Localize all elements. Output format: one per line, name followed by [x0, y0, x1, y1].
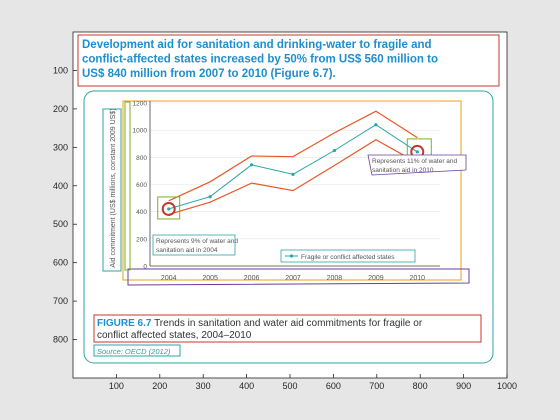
- annotation-2004-line-2: sanitation aid in 2004: [156, 247, 218, 254]
- series-point: [208, 195, 212, 199]
- headline-line-3: US$ 840 million from 2007 to 2010 (Figur…: [82, 68, 336, 80]
- y-axis-box: [124, 101, 131, 271]
- headline-line-2: conflict-affected states increased by 50…: [82, 54, 438, 66]
- outer-x-tick-label: 600: [326, 381, 341, 391]
- caption-text-1: Trends in sanitation and water aid commi…: [151, 318, 422, 329]
- chart-y-tick-label: 0: [143, 264, 147, 271]
- outer-y-tick-label: 600: [53, 258, 68, 268]
- caption-line-1: FIGURE 6.7 Trends in sanitation and wate…: [97, 318, 423, 329]
- caption-figure-label: FIGURE 6.7: [97, 318, 152, 329]
- annotation-2010-box: [367, 154, 467, 176]
- chart-x-tick-label: 2007: [285, 275, 301, 282]
- outer-x-tick-label: 800: [413, 381, 428, 391]
- chart-y-axis-label: Aid commitment (US$ millions, constant 2…: [110, 108, 117, 267]
- start-point-box: [157, 196, 181, 220]
- series-point: [249, 163, 254, 167]
- axes-background: [73, 32, 507, 378]
- chart-x-tick-label: 2006: [244, 275, 260, 282]
- start-point-highlight-circle: [161, 201, 176, 216]
- headline-line-1: Development aid for sanitation and drink…: [82, 39, 432, 51]
- lower-bound-line: [168, 139, 418, 215]
- annotation-2010-line-1: Represents 11% of water and: [372, 158, 458, 165]
- legend-marker: [289, 254, 294, 258]
- series-points: [167, 123, 419, 211]
- source-box: [93, 344, 181, 357]
- outer-x-tick-label: 400: [239, 381, 254, 391]
- series-point: [374, 123, 378, 127]
- upper-bound-line: [168, 110, 418, 202]
- outer-x-axis: 100 200 300 400 500 600 700 800 900 1000: [109, 374, 517, 391]
- caption-box: [93, 314, 482, 343]
- outer-x-tick-label: 100: [109, 381, 124, 391]
- outer-y-tick-label: 200: [53, 104, 68, 114]
- chart-x-tick-label: 2009: [368, 275, 384, 282]
- figure-panel-frame: [83, 90, 494, 364]
- outer-y-tick-label: 500: [53, 219, 68, 229]
- legend-label: Fragile or conflict affected states: [301, 254, 395, 261]
- plot-region-box: [122, 100, 462, 281]
- outer-x-tick-label: 300: [196, 381, 211, 391]
- chart-y-tick-label: 200: [136, 236, 147, 243]
- outer-x-tick-label: 900: [456, 381, 471, 391]
- chart-x-tick-label: 2010: [409, 275, 425, 282]
- chart-y-tick-label: 400: [136, 209, 147, 216]
- outer-y-tick-label: 400: [53, 181, 68, 191]
- source-text: Source: OECD (2012): [97, 347, 171, 356]
- outer-y-tick-label: 800: [53, 335, 68, 345]
- annotation-2010-line-2: sanitation aid in 2010: [372, 167, 434, 174]
- chart-x-tick-label: 2005: [202, 275, 218, 282]
- series-point: [167, 207, 171, 211]
- legend-box: [280, 249, 416, 263]
- series-point: [332, 148, 337, 153]
- xtick-labels-box: [127, 268, 470, 286]
- outer-x-tick-label: 700: [369, 381, 384, 391]
- chart-y-tick-label: 800: [136, 155, 147, 162]
- annotation-2004-line-1: Represents 9% of water and: [156, 238, 238, 245]
- chart-x-tick-label: 2008: [327, 275, 343, 282]
- outer-x-tick-label: 200: [152, 381, 167, 391]
- outer-y-tick-label: 300: [53, 142, 68, 152]
- chart-x-ticks: 2004 2005 2006 2007 2008 2009 2010: [161, 275, 425, 282]
- outer-x-tick-label: 500: [282, 381, 297, 391]
- series-point: [415, 150, 419, 154]
- outer-x-tick-label: 1000: [497, 381, 517, 391]
- chart-y-tick-label: 600: [136, 182, 147, 189]
- outer-y-tick-label: 700: [53, 296, 68, 306]
- chart-y-tick-label: 1200: [133, 101, 148, 108]
- axes-frame: [72, 31, 508, 379]
- outer-y-tick-label: 100: [53, 65, 68, 75]
- caption-line-2: conflict affected states, 2004–2010: [97, 330, 252, 341]
- chart-y-ticks: 0 200 400 600 800 1000 1200: [133, 101, 148, 271]
- series-point: [291, 172, 295, 176]
- chart-x-tick-label: 2004: [161, 275, 177, 282]
- chart-y-tick-label: 1000: [133, 128, 148, 135]
- outer-y-axis: 100 200 300 400 500 600 700 800: [53, 65, 77, 345]
- headline-box: [77, 34, 500, 87]
- annotation-2004-box: [152, 234, 236, 256]
- ylabel-box: [102, 108, 122, 272]
